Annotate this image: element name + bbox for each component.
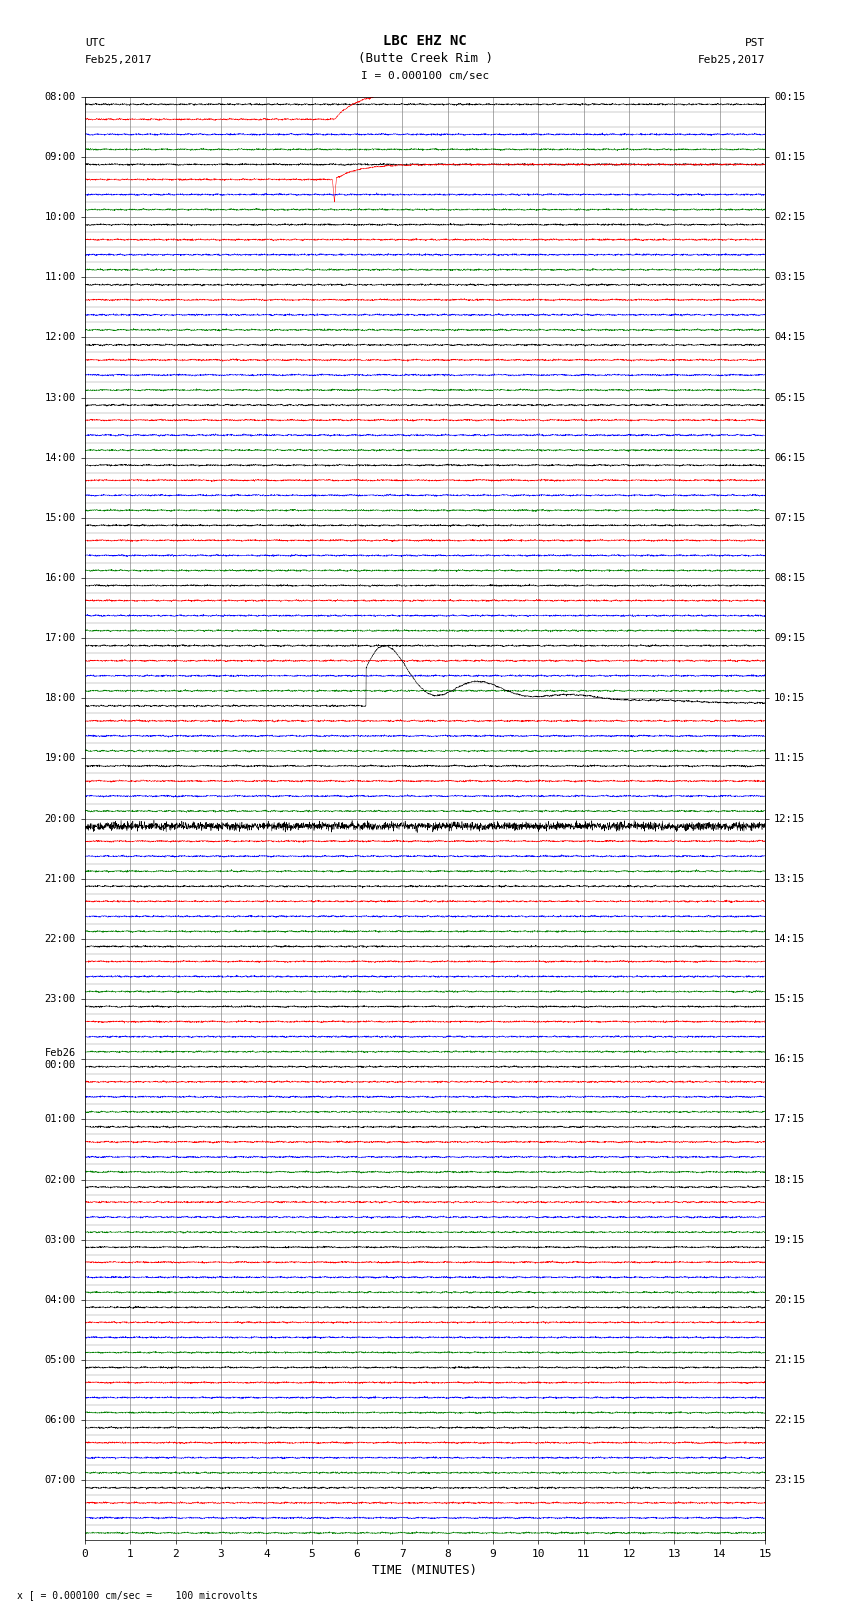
Text: PST: PST — [745, 39, 765, 48]
Text: (Butte Creek Rim ): (Butte Creek Rim ) — [358, 52, 492, 65]
Text: UTC: UTC — [85, 39, 105, 48]
Text: I = 0.000100 cm/sec: I = 0.000100 cm/sec — [361, 71, 489, 81]
Text: Feb25,2017: Feb25,2017 — [85, 55, 152, 65]
Text: x [ = 0.000100 cm/sec =    100 microvolts: x [ = 0.000100 cm/sec = 100 microvolts — [17, 1590, 258, 1600]
Text: LBC EHZ NC: LBC EHZ NC — [383, 34, 467, 48]
Text: Feb25,2017: Feb25,2017 — [698, 55, 765, 65]
X-axis label: TIME (MINUTES): TIME (MINUTES) — [372, 1563, 478, 1576]
